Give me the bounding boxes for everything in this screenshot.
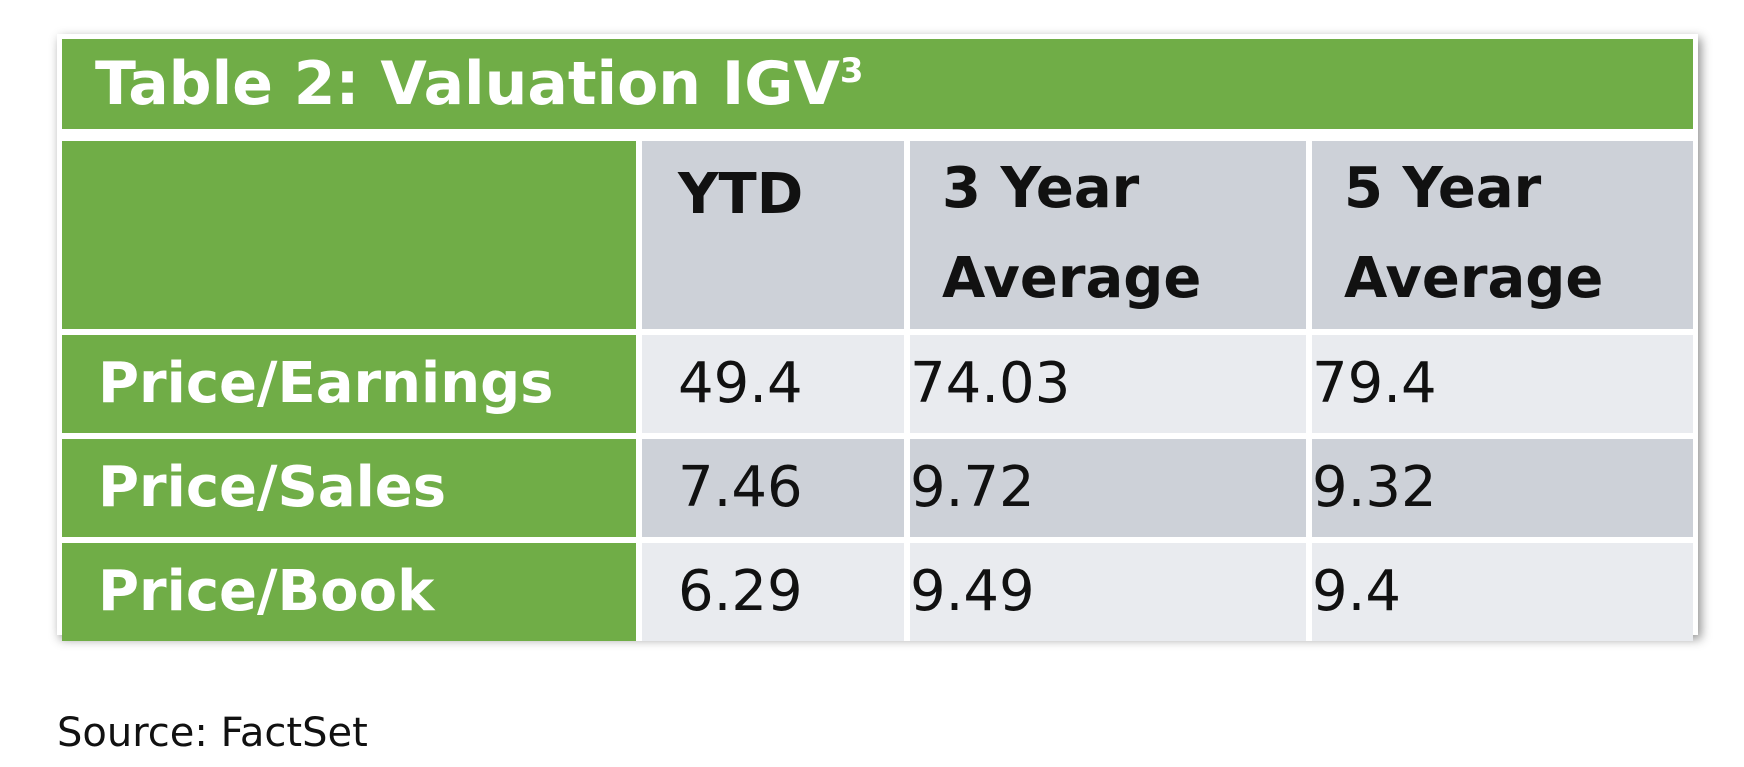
header-three-year-line2: Average — [942, 246, 1202, 311]
row-label-price-book: Price/Book — [62, 543, 642, 641]
table-title-text: Table 2: Valuation IGV — [95, 49, 840, 119]
table-row-price-book: Price/Book 6.29 9.49 9.4 — [62, 543, 1693, 641]
valuation-table-container: Table 2: Valuation IGV3 YTD 3 Year Avera… — [57, 34, 1698, 641]
header-five-year-line2: Average — [1344, 246, 1604, 311]
row-label-price-earnings: Price/Earnings — [62, 335, 642, 439]
header-three-year-average: 3 Year Average — [910, 141, 1312, 335]
header-ytd-label: YTD — [678, 162, 804, 227]
table-title: Table 2: Valuation IGV3 — [62, 39, 1693, 129]
cell-price-book-3yr: 9.49 — [910, 543, 1312, 641]
source-note: Source: FactSet — [57, 710, 368, 756]
table-row-price-earnings: Price/Earnings 49.4 74.03 79.4 — [62, 335, 1693, 439]
header-five-year-line1: 5 Year — [1344, 156, 1542, 221]
row-label-price-sales: Price/Sales — [62, 439, 642, 543]
cell-price-sales-3yr: 9.72 — [910, 439, 1312, 543]
cell-price-earnings-5yr: 79.4 — [1312, 335, 1693, 439]
table-title-superscript: 3 — [839, 51, 864, 91]
cell-price-book-ytd: 6.29 — [642, 543, 910, 641]
header-five-year-average: 5 Year Average — [1312, 141, 1693, 335]
table-row-price-sales: Price/Sales 7.46 9.72 9.32 — [62, 439, 1693, 543]
cell-price-sales-5yr: 9.32 — [1312, 439, 1693, 543]
cell-price-sales-ytd: 7.46 — [642, 439, 910, 543]
header-corner-cell — [62, 141, 642, 335]
cell-price-earnings-ytd: 49.4 — [642, 335, 910, 439]
header-ytd: YTD — [642, 141, 910, 335]
header-three-year-line1: 3 Year — [942, 156, 1140, 221]
valuation-table: YTD 3 Year Average 5 Year Average Price/… — [62, 141, 1693, 641]
cell-price-book-5yr: 9.4 — [1312, 543, 1693, 641]
table-header-row: YTD 3 Year Average 5 Year Average — [62, 141, 1693, 335]
cell-price-earnings-3yr: 74.03 — [910, 335, 1312, 439]
